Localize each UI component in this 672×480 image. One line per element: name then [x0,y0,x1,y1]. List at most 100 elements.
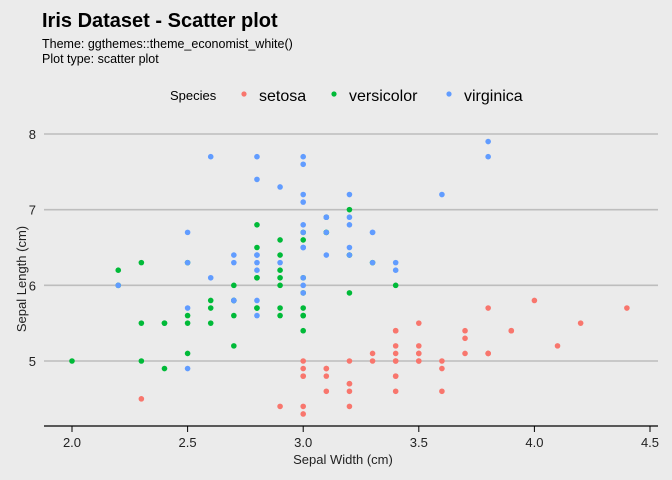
point-versicolor-23 [254,274,260,281]
point-setosa-26 [392,358,399,364]
point-setosa-22 [439,388,445,395]
point-virginica-2 [300,199,307,205]
point-setosa-16 [508,327,515,334]
series-setosa [138,297,630,417]
point-virginica-32 [254,252,260,258]
axes: 2.0 2.5 3.0 3.5 4.0 4.5 5 6 7 8 [29,127,659,450]
point-virginica-46 [184,259,191,266]
point-setosa-8 [277,403,283,410]
point-versicolor-10 [69,358,75,364]
point-setosa-32 [554,343,561,349]
point-virginica-33 [254,259,260,266]
y-tick-label-6: 6 [29,278,36,293]
point-setosa-13 [300,411,307,417]
point-setosa-18 [485,305,491,311]
point-versicolor-0 [346,206,353,213]
point-setosa-38 [300,403,307,410]
point-virginica-9 [439,191,445,198]
legend-key-setosa [241,91,247,97]
point-setosa-29 [346,380,353,387]
point-setosa-25 [300,358,307,364]
point-virginica-20 [346,214,353,221]
point-versicolor-34 [300,327,307,334]
point-virginica-18 [207,153,214,160]
x-tick-label-4.5: 4.5 [641,435,659,450]
point-versicolor-44 [231,312,237,319]
point-virginica-8 [184,229,191,236]
point-virginica-35 [300,153,307,160]
point-setosa-4 [439,358,445,364]
point-versicolor-37 [138,259,145,266]
point-virginica-5 [300,161,307,168]
x-axis-title: Sepal Width (cm) [293,452,393,467]
point-virginica-10 [346,244,353,251]
point-setosa-36 [416,320,422,326]
point-virginica-0 [369,259,376,266]
point-virginica-15 [346,252,353,258]
point-setosa-49 [369,358,376,364]
point-versicolor-18 [115,267,122,274]
point-virginica-47 [300,244,307,251]
point-setosa-27 [416,343,422,349]
point-virginica-12 [300,222,307,228]
legend-key-versicolor [331,91,337,97]
point-virginica-30 [254,176,260,183]
point-versicolor-43 [138,358,145,364]
point-versicolor-7 [161,365,168,372]
point-versicolor-28 [277,282,283,289]
point-versicolor-26 [254,222,260,228]
point-virginica-25 [346,191,353,198]
point-setosa-45 [300,373,307,379]
point-versicolor-48 [184,350,191,357]
point-virginica-43 [346,222,353,228]
x-tick-label-2.0: 2.0 [63,435,81,450]
point-virginica-40 [323,229,330,236]
point-setosa-37 [439,365,445,372]
point-setosa-46 [485,350,491,357]
x-tick-label-2.5: 2.5 [179,435,197,450]
point-virginica-6 [184,365,191,372]
point-versicolor-14 [277,312,283,319]
legend-label-setosa: setosa [259,88,306,105]
point-virginica-38 [300,282,307,289]
point-virginica-19 [115,282,122,289]
point-setosa-23 [369,350,376,357]
point-virginica-23 [231,259,237,266]
point-versicolor-4 [254,244,260,251]
point-virginica-41 [323,214,330,221]
point-versicolor-29 [207,305,214,311]
point-virginica-26 [254,267,260,274]
point-virginica-14 [254,297,260,304]
y-tick-label-8: 8 [29,127,36,142]
point-setosa-10 [462,327,468,334]
series-virginica [115,138,491,372]
x-tick-label-3.0: 3.0 [294,435,312,450]
series-versicolor [69,206,399,372]
point-setosa-34 [323,365,330,372]
point-versicolor-40 [207,320,214,326]
point-setosa-35 [346,358,353,364]
point-virginica-36 [392,259,399,266]
point-versicolor-24 [277,252,283,258]
point-setosa-43 [416,358,422,364]
x-tick-label-4.0: 4.0 [525,435,543,450]
point-virginica-17 [485,153,491,160]
x-tick-label-3.5: 3.5 [410,435,428,450]
point-versicolor-47 [277,267,283,274]
point-versicolor-39 [184,320,191,326]
legend-label-versicolor: versicolor [349,88,418,105]
legend-title: Species [170,88,217,103]
point-virginica-3 [277,259,283,266]
point-setosa-33 [577,320,584,326]
point-versicolor-38 [300,312,307,319]
legend-key-virginica [446,91,452,97]
point-versicolor-49 [254,305,260,311]
point-versicolor-8 [277,237,283,243]
y-tick-label-7: 7 [29,203,36,218]
point-setosa-17 [416,350,422,357]
point-virginica-44 [369,229,376,236]
point-virginica-27 [300,274,307,281]
point-versicolor-3 [138,320,145,326]
point-setosa-31 [392,327,399,334]
